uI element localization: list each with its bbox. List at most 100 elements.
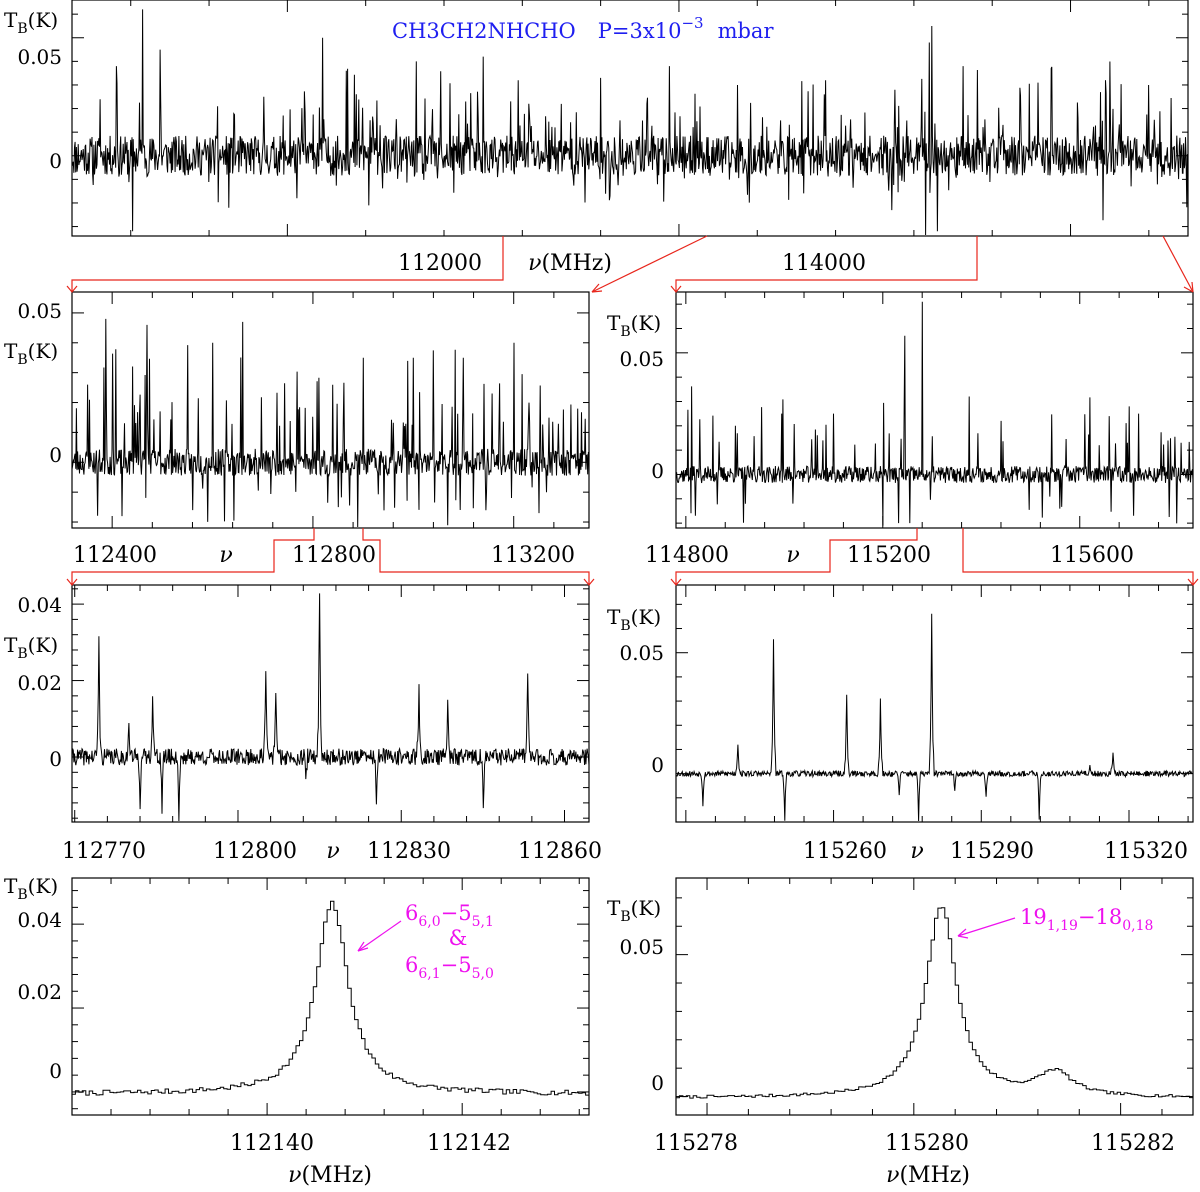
xtick-label-full-112000: 112000: [398, 251, 482, 276]
xlabel-lineright: ν(MHz): [886, 1163, 970, 1188]
zoom-arrow-midleft-a: [71, 528, 315, 585]
axes-frame: [71, 291, 590, 529]
ytick-label-lineleft-002: 0.02: [17, 980, 62, 1004]
xlabel-midright: ν: [786, 543, 799, 568]
svg-text:191,19−180,18: 191,19−180,18: [1020, 905, 1153, 934]
xtick-label-midright-115200: 115200: [847, 543, 931, 568]
ytick-label-smallright-0: 0: [651, 753, 664, 777]
panel-mid-right: TB(K) 0.05 0 114800 ν 115200 115600: [607, 291, 1194, 568]
xtick-label-lineleft-112142: 112142: [427, 1131, 511, 1156]
plot-area-lineright: [675, 877, 1194, 1116]
zoom-connectors: [66, 235, 1199, 586]
spectrum-trace: [676, 907, 1194, 1099]
chart-title: CH3CH2NHCHO P=3x10−3 mbar: [392, 14, 774, 43]
zoom-arrow-full-left-b: [591, 235, 708, 293]
spectrum-trace: [72, 900, 590, 1096]
zoom-arrow-full-right-b-head: [1183, 281, 1194, 293]
svg-text:TB(K): TB(K): [607, 896, 661, 925]
xtick-label-midright-115600: 115600: [1050, 543, 1134, 568]
ytick-label-midleft-005: 0.05: [17, 299, 62, 323]
ylabel-full: TB(K): [4, 8, 58, 37]
spectrum-trace: [71, 593, 590, 822]
axes-frame: [675, 584, 1194, 823]
zoom-arrow-midright-a: [675, 528, 918, 585]
plot-area-smallleft: [71, 584, 590, 823]
ylabel-smallright: TB(K): [607, 605, 661, 634]
panel-line-right: TB(K) 0.05 0 115278 115280 115282 ν(MHz)…: [607, 877, 1194, 1188]
ytick-label-lineleft-004: 0.04: [17, 908, 62, 932]
svg-text:&: &: [449, 926, 468, 950]
zoom-arrow-full-right-b: [1162, 235, 1194, 293]
ytick-label-lineleft-0: 0: [49, 1059, 62, 1083]
ytick-label-lineright-005: 0.05: [619, 935, 664, 959]
panel-small-right: TB(K) 0.05 0 115260 ν 115290 115320: [607, 584, 1194, 864]
axes-frame: [675, 877, 1194, 1116]
plot-area-lineleft: [71, 877, 590, 1116]
xtick-label-smallright-115290: 115290: [950, 839, 1034, 864]
zoom-arrow-midleft-b: [362, 528, 590, 585]
panel-line-left: TB(K) 0.04 0.02 0 112140 112142 ν(MHz) 6…: [4, 874, 590, 1188]
svg-text:66,1−55,0: 66,1−55,0: [405, 953, 494, 982]
xtick-label-lineright-115280: 115280: [885, 1131, 969, 1156]
xtick-label-midleft-112400: 112400: [73, 543, 157, 568]
ylabel-lineright: TB(K): [607, 896, 661, 925]
xtick-label-full-114000: 114000: [782, 251, 866, 276]
assignment-right: 191,19−180,18: [1020, 905, 1153, 934]
axes-frame: [71, 584, 590, 823]
zoom-arrow-full-left-a: [71, 236, 504, 292]
zoom-arrow-midleft-b-head: [583, 578, 595, 586]
xlabel-lineleft: ν(MHz): [288, 1163, 372, 1188]
spectrum-trace: [675, 613, 1193, 822]
zoom-arrow-midright-b: [962, 528, 1194, 585]
plot-area-midright: [675, 291, 1194, 529]
axes-frame: [675, 291, 1194, 529]
axes-frame: [71, 0, 1189, 237]
ytick-label-smallright-005: 0.05: [619, 641, 664, 665]
spectrum-trace: [675, 301, 1194, 526]
zoom-arrow-full-left-b-head: [591, 283, 603, 293]
zoom-arrow-midright-b-head: [1187, 578, 1199, 586]
spectrum-trace: [71, 318, 590, 528]
xlabel-midleft: ν: [219, 543, 232, 568]
ytick-label-full-0: 0: [49, 149, 62, 173]
svg-text:TB(K): TB(K): [4, 874, 58, 903]
assignment-left: 66,0−55,1 & 66,1−55,0: [405, 901, 494, 982]
xtick-label-smallleft-112770: 112770: [62, 839, 146, 864]
xtick-label-smallleft-112860: 112860: [518, 839, 602, 864]
ylabel-midleft: TB(K): [4, 339, 58, 368]
plot-area-full: [71, 0, 1189, 237]
svg-text:TB(K): TB(K): [4, 633, 58, 662]
ytick-label-midright-0: 0: [651, 459, 664, 483]
zoom-arrow-midright-a-head: [670, 578, 682, 586]
spectrum-trace: [71, 9, 1189, 236]
zoom-arrow-full-right-a: [675, 236, 978, 292]
ytick-label-smallleft-002: 0.02: [17, 671, 62, 695]
xtick-label-smallright-115320: 115320: [1104, 839, 1188, 864]
svg-text:TB(K): TB(K): [4, 339, 58, 368]
zoom-arrow-full-left-a-head: [66, 285, 78, 293]
xtick-label-midleft-112800: 112800: [292, 543, 376, 568]
xtick-label-smallright-115260: 115260: [803, 839, 887, 864]
xlabel-full: ν(MHz): [528, 251, 612, 276]
xtick-label-lineright-115278: 115278: [654, 1131, 738, 1156]
ytick-label-full-005: 0.05: [17, 45, 62, 69]
xtick-label-smallleft-112800: 112800: [213, 839, 297, 864]
ylabel-smallleft: TB(K): [4, 633, 58, 662]
svg-text:TB(K): TB(K): [4, 8, 58, 37]
xtick-label-midright-114800: 114800: [645, 543, 729, 568]
plot-area-midleft: [71, 291, 590, 529]
assignment-arrow-left: [357, 920, 402, 952]
svg-text:TB(K): TB(K): [607, 605, 661, 634]
ylabel-midright: TB(K): [607, 311, 661, 340]
assignment-arrow-right: [957, 917, 1016, 939]
ytick-label-midright-005: 0.05: [619, 347, 664, 371]
xtick-label-midleft-113200: 113200: [491, 543, 575, 568]
panel-full: CH3CH2NHCHO P=3x10−3 mbar TB(K) 0.05 0 112…: [4, 0, 1189, 276]
ytick-label-smallleft-0: 0: [49, 747, 62, 771]
xlabel-smallright: ν: [910, 839, 923, 864]
ytick-label-smallleft-004: 0.04: [17, 593, 62, 617]
plot-area-smallright: [675, 584, 1194, 823]
xtick-label-lineleft-112140: 112140: [230, 1131, 314, 1156]
xtick-label-smallleft-112830: 112830: [367, 839, 451, 864]
